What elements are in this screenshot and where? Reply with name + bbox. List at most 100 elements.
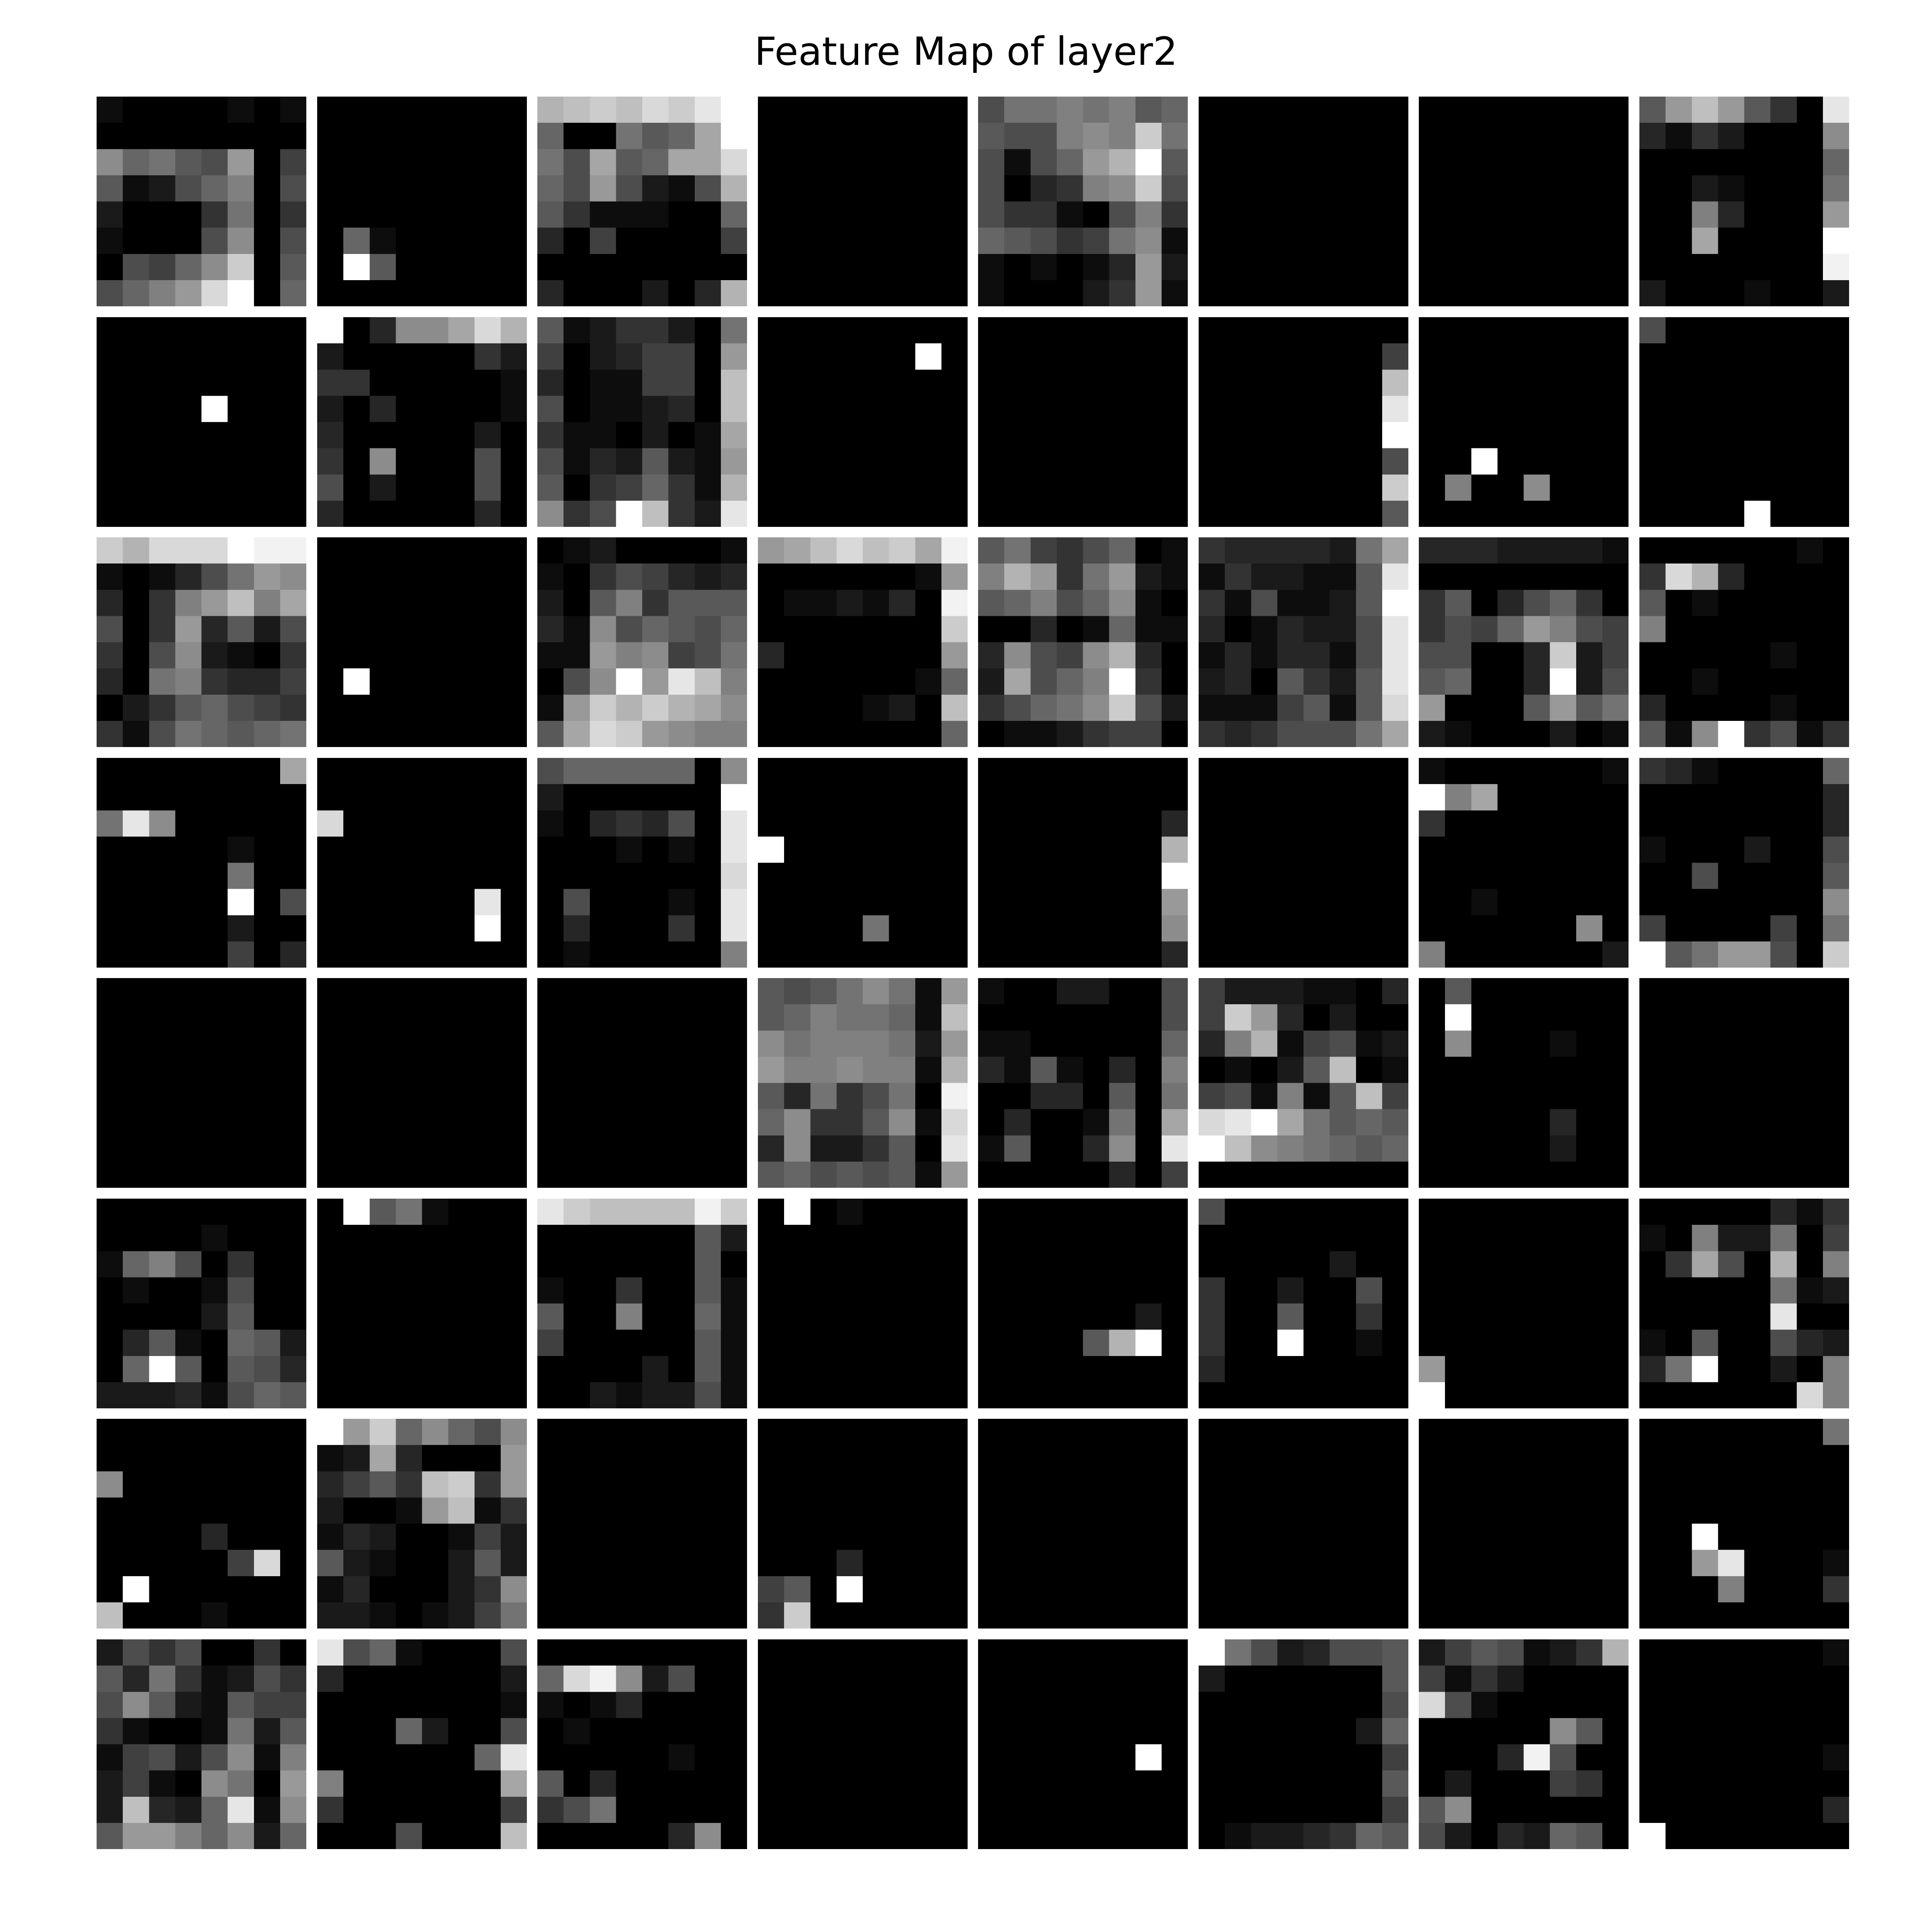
pixel-cell bbox=[1198, 1277, 1225, 1304]
pixel-cell bbox=[915, 1224, 942, 1252]
pixel-cell bbox=[720, 97, 747, 124]
pixel-cell bbox=[564, 1419, 590, 1446]
pixel-cell bbox=[422, 564, 449, 590]
pixel-cell bbox=[1665, 836, 1693, 863]
pixel-cell bbox=[500, 474, 527, 501]
pixel-cell bbox=[1004, 254, 1031, 281]
pixel-cell bbox=[1083, 1471, 1110, 1498]
pixel-cell bbox=[369, 1030, 396, 1057]
pixel-cell bbox=[369, 343, 396, 370]
pixel-cell bbox=[836, 448, 863, 475]
pixel-cell bbox=[1796, 1691, 1823, 1719]
pixel-cell bbox=[1303, 369, 1330, 396]
pixel-cell bbox=[784, 97, 811, 124]
pixel-cell bbox=[1691, 758, 1719, 784]
pixel-cell bbox=[1198, 500, 1225, 527]
pixel-cell bbox=[1691, 1083, 1719, 1110]
pixel-cell bbox=[201, 1665, 228, 1693]
pixel-cell bbox=[784, 1419, 811, 1446]
pixel-cell bbox=[836, 1083, 863, 1110]
pixel-cell bbox=[784, 317, 811, 344]
pixel-cell bbox=[1419, 1665, 1446, 1693]
pixel-cell bbox=[1770, 1639, 1797, 1666]
pixel-cell bbox=[500, 1550, 527, 1577]
pixel-cell bbox=[564, 642, 590, 669]
pixel-cell bbox=[317, 915, 344, 942]
pixel-cell bbox=[978, 1770, 1005, 1797]
pixel-cell bbox=[1030, 1691, 1057, 1719]
pixel-cell bbox=[395, 1109, 423, 1136]
pixel-cell bbox=[1224, 590, 1252, 617]
pixel-cell bbox=[564, 1445, 590, 1472]
pixel-cell bbox=[720, 422, 747, 449]
pixel-cell bbox=[1277, 1823, 1304, 1849]
pixel-cell bbox=[448, 1004, 475, 1031]
pixel-cell bbox=[1277, 784, 1304, 811]
pixel-cell bbox=[97, 720, 124, 747]
pixel-cell bbox=[1665, 1303, 1693, 1330]
pixel-cell bbox=[616, 1419, 643, 1446]
pixel-cell bbox=[175, 448, 202, 475]
pixel-cell bbox=[810, 863, 837, 890]
pixel-cell bbox=[1329, 395, 1356, 423]
pixel-cell bbox=[537, 668, 564, 696]
pixel-cell bbox=[1109, 537, 1136, 564]
pixel-cell bbox=[149, 1382, 176, 1408]
pixel-cell bbox=[1602, 474, 1629, 501]
pixel-cell bbox=[1382, 1329, 1408, 1356]
pixel-cell bbox=[1251, 175, 1278, 202]
pixel-cell bbox=[1523, 863, 1550, 890]
pixel-cell bbox=[175, 280, 202, 306]
pixel-cell bbox=[369, 1471, 396, 1498]
pixel-cell bbox=[1198, 668, 1225, 696]
pixel-cell bbox=[149, 590, 176, 617]
pixel-cell bbox=[201, 1823, 228, 1849]
pixel-cell bbox=[1419, 1497, 1446, 1524]
pixel-cell bbox=[720, 1823, 747, 1849]
pixel-cell bbox=[1550, 889, 1577, 916]
pixel-cell bbox=[915, 369, 942, 396]
pixel-cell bbox=[564, 149, 590, 176]
pixel-cell bbox=[1497, 941, 1524, 968]
pixel-cell bbox=[149, 422, 176, 449]
pixel-cell bbox=[1550, 1471, 1577, 1498]
pixel-cell bbox=[1161, 149, 1188, 176]
pixel-cell bbox=[1665, 395, 1693, 423]
pixel-cell bbox=[448, 1083, 475, 1110]
pixel-cell bbox=[1770, 1057, 1797, 1084]
pixel-cell bbox=[1497, 123, 1524, 150]
pixel-cell bbox=[422, 1419, 449, 1446]
pixel-cell bbox=[1602, 1550, 1629, 1577]
pixel-cell bbox=[915, 97, 942, 124]
pixel-cell bbox=[1356, 1471, 1383, 1498]
pixel-cell bbox=[1224, 227, 1252, 255]
pixel-cell bbox=[616, 1576, 643, 1603]
pixel-cell bbox=[1744, 1303, 1771, 1330]
pixel-cell bbox=[1602, 448, 1629, 475]
pixel-cell bbox=[227, 1329, 255, 1356]
pixel-cell bbox=[784, 1523, 811, 1550]
pixel-cell bbox=[784, 1602, 811, 1629]
pixel-cell bbox=[1382, 668, 1408, 696]
pixel-cell bbox=[448, 1744, 475, 1771]
pixel-cell bbox=[1356, 1796, 1383, 1823]
pixel-cell bbox=[500, 175, 527, 202]
pixel-cell bbox=[227, 1796, 255, 1823]
pixel-cell bbox=[1004, 1135, 1031, 1162]
pixel-cell bbox=[422, 616, 449, 643]
pixel-cell bbox=[1277, 1382, 1304, 1408]
pixel-cell bbox=[227, 564, 255, 590]
pixel-cell bbox=[537, 1665, 564, 1693]
pixel-cell bbox=[1109, 810, 1136, 837]
pixel-cell bbox=[1823, 863, 1849, 890]
pixel-cell bbox=[694, 758, 722, 784]
pixel-cell bbox=[1083, 1602, 1110, 1629]
pixel-cell bbox=[642, 1135, 669, 1162]
pixel-cell bbox=[1135, 694, 1162, 722]
pixel-cell bbox=[1796, 343, 1823, 370]
pixel-cell bbox=[642, 1744, 669, 1771]
pixel-cell bbox=[1004, 175, 1031, 202]
pixel-cell bbox=[1497, 1576, 1524, 1603]
pixel-cell bbox=[123, 500, 150, 527]
pixel-cell bbox=[1796, 1329, 1823, 1356]
